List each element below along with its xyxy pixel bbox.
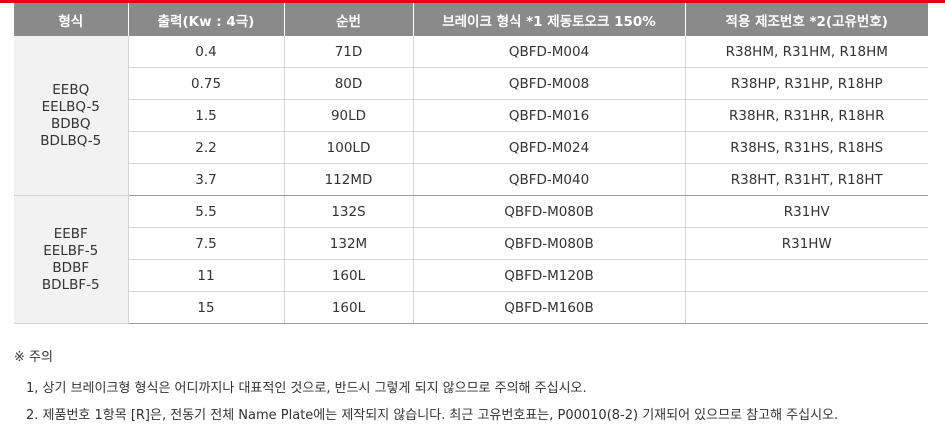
header-type: 형식 xyxy=(14,0,128,36)
type-name: EEBF xyxy=(53,225,88,242)
cell-brake: QBFD-M120B xyxy=(412,259,685,292)
cell-brake: QBFD-M080B xyxy=(412,195,685,228)
header-brake: 브레이크 형식 *1 제동토오크 150% xyxy=(412,0,685,36)
table-row: 15 160L QBFD-M160B xyxy=(14,291,928,324)
cell-output: 3.7 xyxy=(127,163,284,196)
header-seq: 순번 xyxy=(283,0,413,36)
cell-brake: QBFD-M160B xyxy=(412,291,685,324)
table-row: 0.75 80D QBFD-M008 R38HP, R31HP, R18HP xyxy=(14,67,928,100)
type-name: EELBF-5 xyxy=(43,242,99,259)
cell-seq: 90LD xyxy=(283,99,413,132)
cell-output: 15 xyxy=(127,291,284,324)
cell-brake: QBFD-M016 xyxy=(412,99,685,132)
cell-serial: R38HR, R31HR, R18HR xyxy=(684,99,928,132)
note-item: 1, 상기 브레이크형 형식은 어디까지나 대표적인 것으로, 반드시 그렇게 … xyxy=(26,381,587,396)
type-name: EELBQ-5 xyxy=(41,98,100,115)
table-row: EEBQ EELBQ-5 BDBQ BDLBQ-5 0.4 71D QBFD-M… xyxy=(14,36,928,196)
cell-serial: R38HS, R31HS, R18HS xyxy=(684,131,928,164)
cell-output: 1.5 xyxy=(127,99,284,132)
table-row: EEBF EELBF-5 BDBF BDLBF-5 5.5 132S QBFD-… xyxy=(14,195,928,324)
table-row: 7.5 132M QBFD-M080B R31HW xyxy=(14,227,928,260)
cell-output: 0.4 xyxy=(127,36,284,68)
cell-serial: R31HV xyxy=(684,195,928,228)
table-row: 11 160L QBFD-M120B xyxy=(14,259,928,292)
cell-output: 11 xyxy=(127,259,284,292)
cell-seq: 132S xyxy=(283,195,413,228)
cell-serial xyxy=(684,259,928,292)
table-row: 2.2 100LD QBFD-M024 R38HS, R31HS, R18HS xyxy=(14,131,928,164)
type-name: BDLBF-5 xyxy=(41,276,100,293)
cell-seq: 160L xyxy=(283,259,413,292)
cell-serial: R38HP, R31HP, R18HP xyxy=(684,67,928,100)
cell-seq: 112MD xyxy=(283,163,413,196)
table-row: 1.5 90LD QBFD-M016 R38HR, R31HR, R18HR xyxy=(14,99,928,132)
cell-brake: QBFD-M008 xyxy=(412,67,685,100)
type-name: BDBQ xyxy=(50,115,91,132)
cell-output: 0.75 xyxy=(127,67,284,100)
cell-serial: R38HM, R31HM, R18HM xyxy=(684,36,928,68)
cell-seq: 132M xyxy=(283,227,413,260)
cell-output: 5.5 xyxy=(127,195,284,228)
cell-seq: 71D xyxy=(283,36,413,68)
type-group-cell: EEBF EELBF-5 BDBF BDLBF-5 xyxy=(14,195,128,324)
header-output: 출력(Kw : 4극) xyxy=(127,0,284,36)
cell-brake: QBFD-M024 xyxy=(412,131,685,164)
cell-output: 7.5 xyxy=(127,227,284,260)
notes-section: ※ 주의 1, 상기 브레이크형 형식은 어디까지나 대표적인 것으로, 반드시… xyxy=(14,346,838,429)
type-name: BDBF xyxy=(52,259,90,276)
cell-serial: R38HT, R31HT, R18HT xyxy=(684,163,928,196)
cell-brake: QBFD-M040 xyxy=(412,163,685,196)
type-name: BDLBQ-5 xyxy=(40,132,102,149)
notes-title: ※ 주의 xyxy=(14,350,53,365)
cell-serial xyxy=(684,291,928,324)
header-serial: 적용 제조번호 *2(고유번호) xyxy=(684,0,928,36)
cell-output: 2.2 xyxy=(127,131,284,164)
table-row: 3.7 112MD QBFD-M040 R38HT, R31HT, R18HT xyxy=(14,163,928,196)
type-group-cell: EEBQ EELBQ-5 BDBQ BDLBQ-5 xyxy=(14,36,128,196)
type-name: EEBQ xyxy=(52,81,90,98)
cell-seq: 160L xyxy=(283,291,413,324)
cell-seq: 100LD xyxy=(283,131,413,164)
table-header-row: 형식 출력(Kw : 4극) 순번 브레이크 형식 *1 제동토오크 150% … xyxy=(14,0,928,36)
cell-seq: 80D xyxy=(283,67,413,100)
cell-brake: QBFD-M080B xyxy=(412,227,685,260)
cell-serial: R31HW xyxy=(684,227,928,260)
brake-spec-table: 형식 출력(Kw : 4극) 순번 브레이크 형식 *1 제동토오크 150% … xyxy=(14,0,928,324)
note-item: 2. 제품번호 1항목 [R]은, 전동기 전체 Name Plate에는 제작… xyxy=(26,408,839,423)
cell-brake: QBFD-M004 xyxy=(412,36,685,68)
